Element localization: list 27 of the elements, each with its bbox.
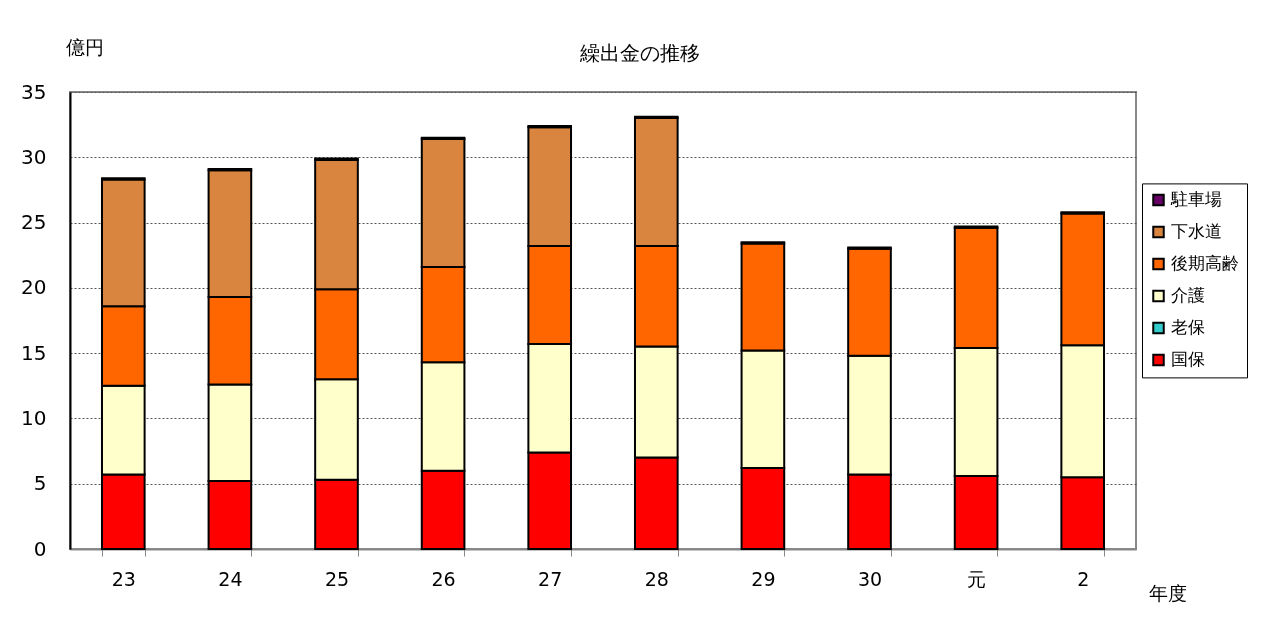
y-tick-label: 30 xyxy=(21,144,47,169)
legend-label: 駐車場 xyxy=(1170,188,1222,209)
legend-label: 老保 xyxy=(1171,316,1205,337)
x-tick-label: 23 xyxy=(111,567,136,590)
y-tick-label: 10 xyxy=(21,405,47,430)
x-tick-label: 30 xyxy=(857,567,883,590)
y-axis-title: 億円 xyxy=(65,35,104,58)
x-tick-label: 2 xyxy=(1077,567,1090,590)
y-tick-label: 25 xyxy=(21,210,47,235)
x-tick-label: 29 xyxy=(751,567,776,590)
chart-title: 繰出金の推移 xyxy=(579,41,700,65)
x-tick-label: 28 xyxy=(644,567,669,590)
x-tick-label: 元 xyxy=(967,567,987,590)
y-tick-label: 15 xyxy=(21,340,47,365)
x-axis-title: 年度 xyxy=(1148,581,1187,604)
legend-label: 後期高齢 xyxy=(1171,252,1239,273)
y-tick-label: 0 xyxy=(33,536,47,561)
x-tick-label: 27 xyxy=(538,567,563,590)
y-tick-label: 5 xyxy=(33,471,47,496)
legend-label: 介護 xyxy=(1171,284,1205,305)
legend-label: 下水道 xyxy=(1171,220,1222,241)
x-tick-label: 24 xyxy=(218,567,243,590)
x-tick-label: 25 xyxy=(324,567,350,590)
y-tick-label: 20 xyxy=(21,275,47,300)
legend-label: 国保 xyxy=(1171,348,1205,369)
y-tick-label: 35 xyxy=(21,79,47,104)
x-tick-label: 26 xyxy=(431,567,456,590)
